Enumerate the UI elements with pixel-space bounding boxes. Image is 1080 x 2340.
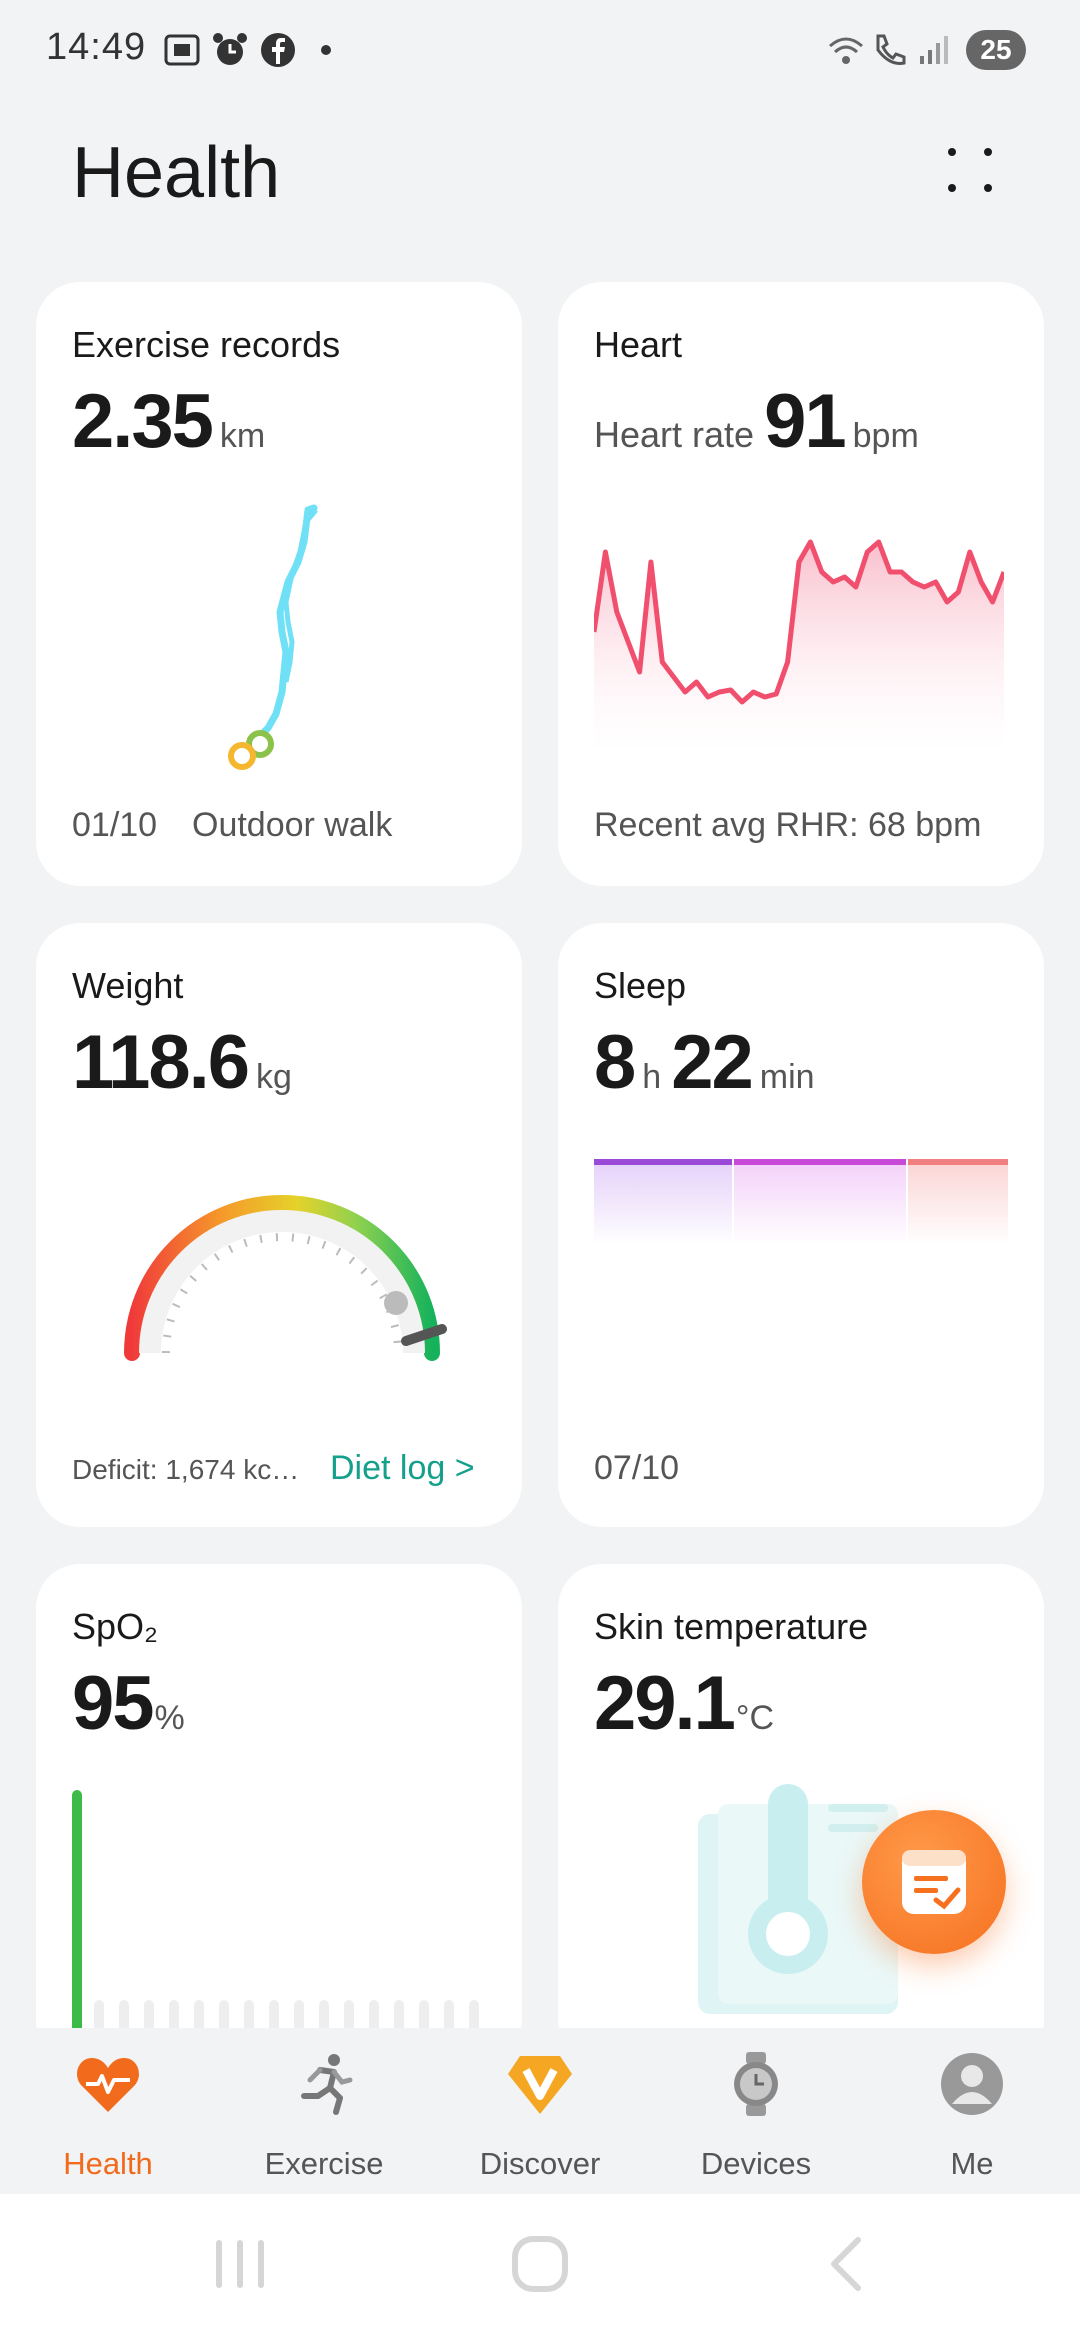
sleep-stage-light: [734, 1159, 906, 1245]
status-bar: 14:49 25: [0, 0, 1080, 100]
distance-unit: km: [219, 417, 266, 455]
heart-pulse-icon: [77, 2058, 139, 2112]
weight-card[interactable]: Weight 118.6 kg Deficit: 1,674 kc… Diet l…: [36, 923, 522, 1527]
exercise-records-card[interactable]: Exercise records 2.35 km 01/10 Outdoor wa…: [36, 282, 522, 886]
card-title: Skin temperature: [594, 1606, 869, 1647]
exercise-activity: Outdoor walk: [192, 806, 393, 844]
exercise-date: 01/10: [72, 806, 158, 844]
sleep-hours-value: 8: [594, 1020, 636, 1105]
avatar-icon: [941, 2053, 1003, 2115]
weight-value: 118.6: [72, 1020, 250, 1105]
sleep-card[interactable]: Sleep 8 h 22 min 07/10: [558, 923, 1044, 1527]
nav-label: Discover: [479, 2146, 601, 2181]
home-icon[interactable]: [510, 2234, 570, 2294]
notification-dot-icon: [321, 45, 331, 55]
skin-temp-value: 29.1: [594, 1661, 736, 1746]
skin-temp-value-row: 29.1°C: [594, 1660, 774, 1747]
nav-label: Exercise: [264, 2146, 384, 2181]
card-title: Exercise records: [72, 324, 341, 365]
wifi-calling-icon: [876, 34, 906, 65]
spo2-value: 95: [72, 1661, 155, 1746]
alarm-icon: [213, 33, 247, 65]
discover-v-icon: [508, 2056, 572, 2114]
bottom-navigation: Health Exercise Discover Devices: [0, 2028, 1080, 2194]
spo2-value-row: 95%: [72, 1660, 185, 1747]
card-title: SpO₂: [72, 1606, 159, 1647]
skin-temperature-card[interactable]: Skin temperature 29.1°C: [558, 1564, 1044, 2064]
notes-check-icon: [902, 1850, 966, 1914]
card-title: Weight: [72, 965, 184, 1006]
back-icon[interactable]: [822, 2234, 872, 2294]
watch-icon: [734, 2052, 778, 2116]
sleep-stage-deep: [594, 1159, 732, 1245]
weight-unit: kg: [256, 1058, 292, 1096]
heart-rate-chart: [594, 539, 1004, 752]
sleep-minutes-value: 22: [671, 1020, 754, 1105]
wifi-icon: [829, 37, 863, 64]
exercise-value-row: 2.35 km: [72, 378, 265, 465]
calorie-deficit: Deficit: 1,674 kc…: [72, 1454, 300, 1485]
status-time: 14:49: [46, 26, 147, 68]
sleep-stage-rem: [908, 1159, 1008, 1245]
spo2-chart: [72, 1790, 479, 2064]
heart-value-row: Heart rate 91 bpm: [594, 378, 919, 465]
skin-temp-unit: °C: [735, 1699, 775, 1737]
sleep-value-row: 8 h 22 min: [594, 1019, 815, 1106]
page-title: Health: [72, 133, 281, 213]
more-options-icon[interactable]: [940, 140, 1000, 200]
weight-gauge: [124, 1195, 447, 1361]
distance-value: 2.35: [72, 379, 214, 464]
system-navigation-bar: [0, 2194, 1080, 2340]
signal-icon: [920, 36, 948, 64]
spo2-unit: %: [154, 1699, 185, 1737]
nav-devices[interactable]: Devices: [648, 2028, 864, 2194]
sleep-date: 07/10: [594, 1449, 680, 1487]
running-icon: [301, 2054, 353, 2115]
heart-rate-unit: bpm: [852, 417, 919, 455]
heart-rate-value: 91: [764, 379, 847, 464]
nav-label: Me: [950, 2146, 994, 2181]
route-map: [228, 504, 318, 770]
resting-heart-rate: Recent avg RHR: 68 bpm: [594, 806, 982, 844]
heart-card[interactable]: Heart Heart rate 91 bpm Recent avg RHR: 68…: [558, 282, 1044, 886]
diet-log-link[interactable]: Diet log >: [330, 1449, 475, 1487]
nav-label: Devices: [700, 2146, 812, 2181]
nav-me[interactable]: Me: [864, 2028, 1080, 2194]
nav-discover[interactable]: Discover: [432, 2028, 648, 2194]
weight-value-row: 118.6 kg: [72, 1019, 292, 1106]
recent-apps-icon[interactable]: [212, 2234, 268, 2294]
screenshot-icon: [164, 34, 200, 66]
card-title: Sleep: [594, 965, 687, 1006]
nav-label: Health: [63, 2146, 153, 2181]
heart-rate-label: Heart rate: [594, 414, 755, 455]
facebook-icon: [261, 33, 295, 67]
sleep-minutes-unit: min: [759, 1058, 815, 1096]
battery-indicator: 25: [966, 30, 1026, 70]
thermometer-illustration-icon: [698, 1784, 898, 2014]
nav-exercise[interactable]: Exercise: [216, 2028, 432, 2194]
record-fab-button[interactable]: [862, 1810, 1006, 1954]
nav-health[interactable]: Health: [0, 2028, 216, 2194]
sleep-hours-unit: h: [642, 1058, 662, 1096]
card-title: Heart: [594, 324, 683, 365]
spo2-card[interactable]: SpO₂ 95%: [36, 1564, 522, 2064]
